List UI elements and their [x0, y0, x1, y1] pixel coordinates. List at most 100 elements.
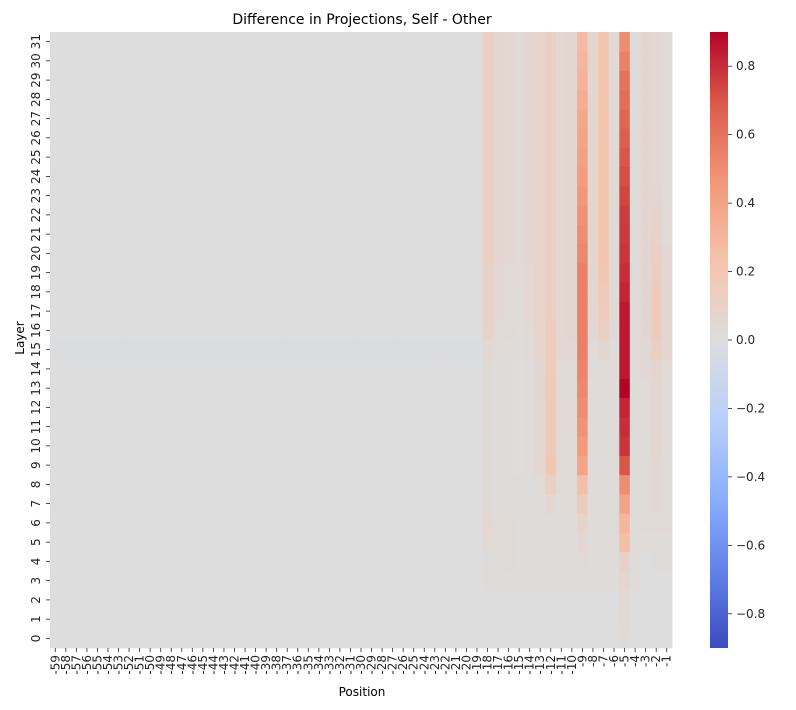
heatmap-cell	[176, 378, 188, 399]
heatmap-cell	[524, 128, 536, 148]
heatmap-cell	[313, 532, 325, 553]
heatmap-cell	[303, 224, 314, 245]
heatmap-cell	[155, 359, 167, 379]
heatmap-cell	[271, 628, 283, 649]
heatmap-cell	[397, 494, 409, 514]
heatmap-cell	[608, 590, 620, 610]
heatmap-cell	[134, 532, 146, 553]
heatmap-cell	[187, 436, 198, 456]
heatmap-cell	[50, 186, 61, 206]
heatmap-cell	[366, 397, 378, 418]
heatmap-cell	[208, 359, 220, 379]
heatmap-cell	[71, 532, 83, 553]
heatmap-cell	[661, 532, 673, 553]
heatmap-cell	[376, 590, 388, 610]
heatmap-cell	[492, 224, 504, 245]
heatmap-cell	[503, 243, 515, 264]
heatmap-cell	[345, 609, 357, 630]
heatmap-cell	[556, 513, 567, 533]
heatmap-cell	[229, 436, 241, 456]
heatmap-cell	[429, 320, 441, 341]
heatmap-cell	[50, 243, 61, 264]
heatmap-cell	[461, 128, 473, 148]
x-tick-label: -15	[512, 655, 526, 675]
heatmap-cell	[102, 301, 114, 322]
heatmap-cell	[503, 186, 515, 206]
heatmap-cell	[587, 147, 599, 168]
heatmap-cell	[534, 301, 546, 322]
heatmap-cell	[640, 571, 652, 591]
heatmap-cell	[661, 494, 673, 514]
heatmap-cell	[450, 263, 462, 283]
heatmap-cell	[408, 243, 420, 264]
heatmap-cell	[260, 397, 272, 418]
heatmap-cell	[503, 340, 515, 360]
heatmap-cell	[292, 32, 304, 52]
heatmap-cell	[218, 397, 230, 418]
heatmap-cell	[271, 417, 283, 437]
heatmap-cell	[334, 532, 346, 553]
heatmap-cell	[450, 32, 462, 52]
heatmap-cell	[81, 513, 93, 533]
heatmap-cell	[503, 109, 515, 129]
heatmap-cell	[187, 128, 198, 148]
heatmap-cell	[155, 532, 167, 553]
heatmap-cell	[587, 186, 599, 206]
heatmap-cell	[661, 571, 673, 591]
heatmap-cell	[418, 397, 430, 418]
heatmap-cell	[513, 340, 525, 360]
heatmap-cell	[376, 340, 388, 360]
heatmap-cell	[366, 109, 378, 129]
heatmap-cell	[271, 532, 283, 553]
heatmap-cell	[303, 397, 314, 418]
heatmap-cell	[608, 147, 620, 168]
heatmap-cell	[187, 513, 198, 533]
heatmap-cell	[218, 32, 230, 52]
heatmap-cell	[102, 436, 114, 456]
heatmap-cell	[598, 397, 610, 418]
heatmap-cell	[281, 455, 293, 476]
heatmap-cell	[661, 166, 673, 187]
heatmap-cell	[376, 205, 388, 225]
heatmap-cell	[123, 109, 135, 129]
heatmap-cell	[355, 166, 367, 187]
heatmap-cell	[387, 571, 399, 591]
heatmap-cell	[102, 186, 114, 206]
heatmap-cell	[176, 301, 188, 322]
heatmap-cell	[587, 70, 599, 91]
heatmap-cell	[408, 224, 420, 245]
heatmap-cell	[123, 494, 135, 514]
colorbar-tick-label: 0.8	[736, 59, 755, 73]
heatmap-cell	[545, 70, 557, 91]
x-tick-label: -57	[69, 655, 83, 675]
heatmap-cell	[260, 186, 272, 206]
heatmap-cell	[292, 147, 304, 168]
heatmap-cell	[640, 263, 652, 283]
y-tick-label: 10	[29, 438, 43, 453]
heatmap-cell	[418, 128, 430, 148]
heatmap-cell	[155, 628, 167, 649]
heatmap-cell	[324, 590, 336, 610]
heatmap-cell	[503, 397, 515, 418]
heatmap-cell	[418, 455, 430, 476]
heatmap-cell	[534, 128, 546, 148]
heatmap-cell	[471, 571, 483, 591]
heatmap-cell	[440, 89, 452, 110]
heatmap-cell	[250, 301, 262, 322]
heatmap-cell	[450, 205, 462, 225]
heatmap-cell	[355, 32, 367, 52]
heatmap-cell	[492, 51, 504, 71]
heatmap-cell	[260, 301, 272, 322]
heatmap-cell	[524, 397, 536, 418]
heatmap-cell	[250, 32, 262, 52]
heatmap-cell	[545, 513, 557, 533]
heatmap-cell	[260, 532, 272, 553]
heatmap-cell	[556, 243, 567, 264]
heatmap-cell	[619, 359, 631, 379]
heatmap-cell	[71, 147, 83, 168]
heatmap-cell	[102, 243, 114, 264]
heatmap-cell	[271, 320, 283, 341]
heatmap-cell	[71, 590, 83, 610]
heatmap-cell	[492, 128, 504, 148]
heatmap-cell	[134, 551, 146, 572]
